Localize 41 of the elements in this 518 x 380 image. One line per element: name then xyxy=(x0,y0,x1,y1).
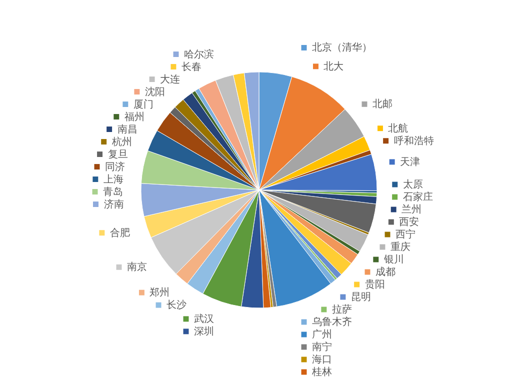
legend-label: 青岛 xyxy=(103,186,124,198)
legend-label: 复旦 xyxy=(108,148,128,160)
legend-label: 太原 xyxy=(402,178,423,190)
legend-label: 郑州 xyxy=(150,286,170,299)
legend-label: 广州 xyxy=(312,328,332,340)
legend-label: 上海 xyxy=(103,173,124,186)
legend-label: 大连 xyxy=(160,73,180,86)
legend-label: 成都 xyxy=(376,266,396,278)
legend-label: 北大 xyxy=(324,60,344,72)
legend-label: 重庆 xyxy=(390,241,410,253)
legend-label: 桂林 xyxy=(311,366,332,378)
legend-label: 兰州 xyxy=(402,204,422,216)
legend-label: 北航 xyxy=(388,122,408,134)
legend-label: 武汉 xyxy=(194,312,214,325)
legend-label: 昆明 xyxy=(350,292,371,303)
legend-label: 拉萨 xyxy=(332,304,352,316)
legend-label: 厦门 xyxy=(133,98,154,110)
legend-label: 同济 xyxy=(105,160,125,173)
legend-label: 海口 xyxy=(312,354,332,366)
legend-label: 西宁 xyxy=(396,228,416,240)
legend-label: 北邮 xyxy=(372,98,392,110)
legend-label: 呼和浩特 xyxy=(394,134,434,147)
legend-label: 长春 xyxy=(181,60,202,73)
legend-label: 西安 xyxy=(399,216,420,228)
legend-label: 哈尔滨 xyxy=(184,48,214,60)
legend-label: 杭州 xyxy=(110,136,132,148)
legend-label: 天津 xyxy=(400,156,420,168)
legend-label: 银川 xyxy=(382,254,404,266)
legend-label: 长沙 xyxy=(166,299,187,312)
legend-label: 福州 xyxy=(124,110,144,123)
legend-label: 合肥 xyxy=(110,226,130,239)
legend-label: 北京（清华） xyxy=(312,42,372,54)
legend-label: 南京 xyxy=(127,261,147,274)
legend-label: 贵阳 xyxy=(364,278,385,290)
legend-label: 石家庄 xyxy=(402,191,433,203)
legend-label: 乌鲁木齐 xyxy=(312,316,352,328)
legend-label: 南昌 xyxy=(117,123,138,136)
legend-label: 深圳 xyxy=(194,325,214,338)
legend-label: 沈阳 xyxy=(144,86,165,98)
legend-label: 济南 xyxy=(104,198,124,210)
legend-label: 南宁 xyxy=(312,341,332,353)
